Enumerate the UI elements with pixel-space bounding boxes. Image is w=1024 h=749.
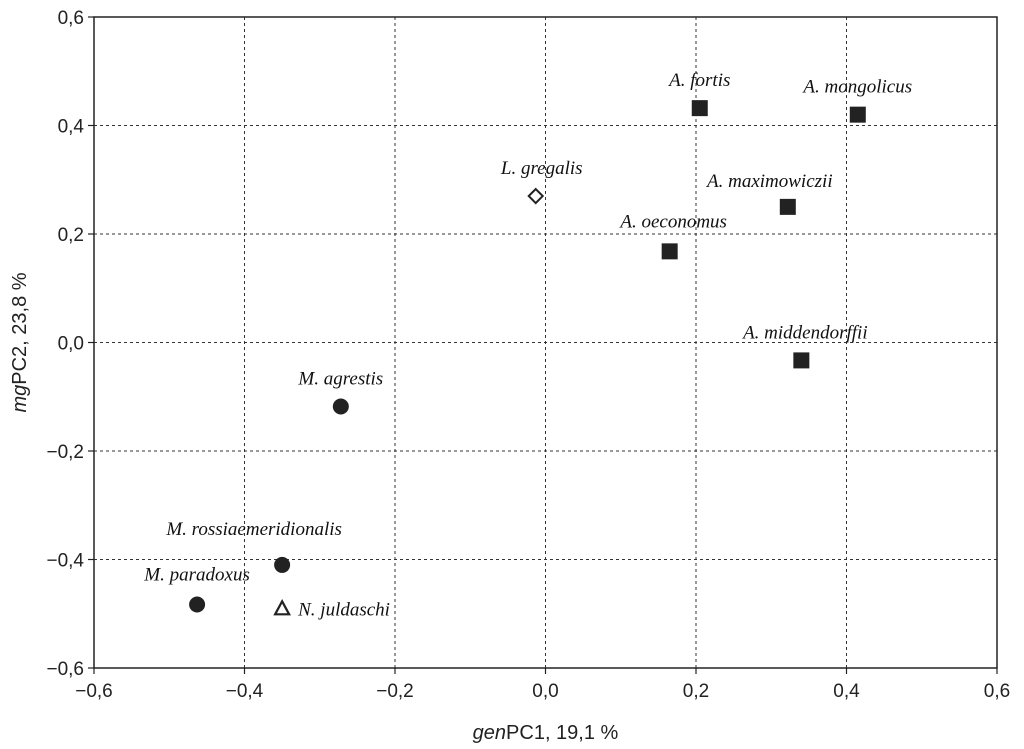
y-tick-label: 0,0 xyxy=(58,334,84,355)
y-tick-label: 0,2 xyxy=(58,225,84,246)
x-tick-label: −0,2 xyxy=(376,681,414,702)
x-axis-title-rest: PC1, 19,1 % xyxy=(506,722,619,744)
label-a-maximowiczii: A. maximowiczii xyxy=(705,171,833,192)
y-tick-label: −0,6 xyxy=(46,659,84,680)
tick-labels: −0,6 −0,4 −0,2 0,0 0,2 0,4 0,6 −0,6 −0,4 −0,2 0,0 0… xyxy=(46,8,1010,702)
label-m-agrestis: M. agrestis xyxy=(297,369,383,390)
point-l-gregalis xyxy=(527,187,545,205)
x-axis-title: genPC1, 19,1 % xyxy=(473,722,619,744)
label-a-oeconomus: A. oeconomus xyxy=(618,211,727,232)
label-m-rossiaemeridionalis: M. rossiaemeridionalis xyxy=(165,519,342,540)
label-l-gregalis: L. gregalis xyxy=(500,158,583,179)
point-a-maximowiczii xyxy=(779,198,796,215)
y-axis-title: mgPC2, 23,8 % xyxy=(9,272,31,412)
x-axis-title-italic: gen xyxy=(473,722,506,744)
x-tick-label: −0,6 xyxy=(75,681,113,702)
point-m-rossiaemeridionalis xyxy=(274,556,291,573)
x-tick-label: 0,2 xyxy=(683,681,709,702)
x-tick-label: 0,6 xyxy=(984,681,1010,702)
label-a-middendorffii: A. middendorffii xyxy=(741,322,868,343)
x-tick-label: −0,4 xyxy=(226,681,264,702)
label-a-mongolicus: A. mongolicus xyxy=(801,77,912,98)
point-n-juldaschi xyxy=(273,599,291,616)
y-tick-label: −0,2 xyxy=(46,442,84,463)
point-a-oeconomus xyxy=(661,243,678,260)
y-tick-label: 0,6 xyxy=(58,8,84,29)
y-tick-label: 0,4 xyxy=(58,117,85,138)
axis-ticks xyxy=(88,16,998,674)
point-a-middendorffii xyxy=(793,352,810,369)
y-axis-title-italic: mg xyxy=(9,385,31,413)
x-tick-label: 0,0 xyxy=(532,681,558,702)
point-labels: A. fortis A. mongolicus L. gregalis A. maxi… xyxy=(143,70,912,620)
grid-lines xyxy=(94,17,997,668)
y-axis-title-rest: PC2, 23,8 % xyxy=(9,272,31,385)
point-m-paradoxus xyxy=(189,596,206,613)
point-a-fortis xyxy=(691,100,708,117)
point-m-agrestis xyxy=(332,398,349,415)
label-a-fortis: A. fortis xyxy=(667,70,730,91)
label-m-paradoxus: M. paradoxus xyxy=(143,565,250,586)
data-points xyxy=(189,100,866,616)
y-tick-label: −0,4 xyxy=(46,551,84,572)
x-tick-label: 0,4 xyxy=(833,681,860,702)
label-n-juldaschi: N. juldaschi xyxy=(297,599,390,620)
point-a-mongolicus xyxy=(849,106,866,123)
